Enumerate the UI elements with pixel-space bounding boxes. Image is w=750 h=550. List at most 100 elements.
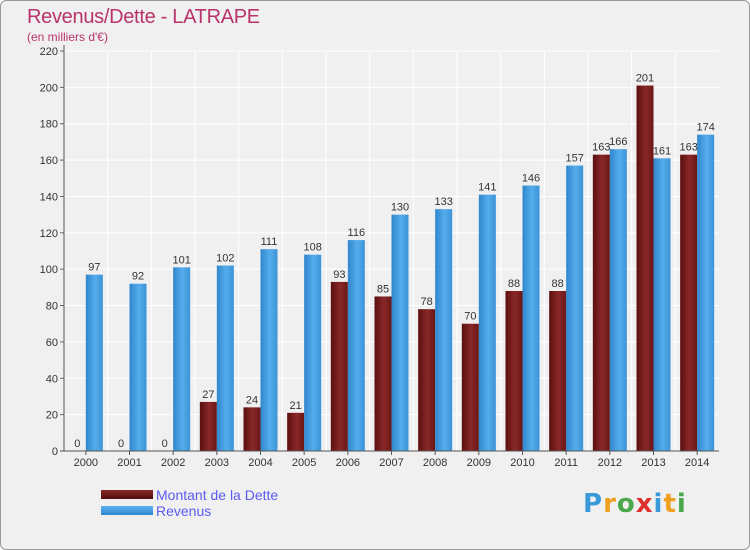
x-tick-label: 2003: [205, 457, 229, 469]
bar-revenus: [304, 254, 322, 451]
logo-letter: o: [616, 489, 636, 519]
data-label: 133: [434, 196, 452, 208]
y-tick-label: 160: [40, 155, 58, 167]
x-tick-label: 2009: [467, 457, 491, 469]
logo-letter: t: [663, 489, 677, 519]
chart-title: Revenus/Dette - LATRAPE: [27, 6, 260, 28]
data-label: 85: [377, 283, 389, 295]
bar-revenus: [435, 209, 453, 451]
y-tick-label: 80: [46, 301, 58, 313]
x-tick-label: 2011: [554, 457, 578, 469]
y-tick-label: 20: [46, 410, 58, 422]
legend-swatch-revenus: [101, 506, 153, 515]
bar-debt: [549, 291, 567, 451]
data-label: 0: [74, 438, 80, 450]
x-tick-label: 2001: [117, 457, 141, 469]
bar-revenus: [129, 283, 147, 451]
bar-debt: [461, 323, 479, 451]
x-tick-label: 2013: [641, 457, 665, 469]
data-label: 27: [202, 389, 214, 401]
data-label: 21: [290, 400, 302, 412]
data-label: 163: [592, 142, 610, 154]
bar-revenus: [697, 134, 715, 452]
bar-debt: [636, 85, 654, 451]
x-tick-label: 2000: [74, 457, 98, 469]
data-label: 111: [261, 236, 278, 248]
x-tick-label: 2010: [510, 457, 534, 469]
x-tick-label: 2012: [598, 457, 622, 469]
bar-revenus: [566, 165, 584, 451]
bar-debt: [374, 296, 392, 451]
bar-revenus: [391, 214, 409, 451]
bar-revenus: [85, 274, 103, 451]
bar-revenus: [216, 265, 234, 451]
data-label: 174: [696, 122, 714, 134]
y-tick-label: 200: [40, 82, 58, 94]
y-tick-label: 220: [40, 46, 58, 58]
axes: 0 20 40 60 80 100 120 140 160 180 200 220 2000 2001 20…: [40, 45, 719, 469]
data-label: 102: [216, 253, 234, 265]
bar-debt: [243, 407, 261, 451]
data-label: 108: [303, 242, 321, 254]
x-tick-label: 2008: [423, 457, 447, 469]
data-label: 88: [552, 278, 564, 290]
x-tick-label: 2014: [685, 457, 709, 469]
logo-letter: i: [676, 489, 687, 519]
x-tick-label: 2006: [336, 457, 360, 469]
logo-letter: x: [635, 489, 654, 519]
bar-revenus: [522, 185, 540, 451]
legend-swatch-debt: [101, 490, 153, 499]
x-tick-label: 2004: [248, 457, 272, 469]
x-tick-label: 2002: [161, 457, 185, 469]
data-label: 201: [636, 73, 654, 85]
x-tick-label: 2005: [292, 457, 316, 469]
bar-debt: [330, 281, 348, 451]
data-label: 163: [679, 142, 697, 154]
data-label: 92: [132, 271, 144, 283]
data-label: 88: [508, 278, 520, 290]
bar-revenus: [478, 194, 496, 452]
bar-debt: [418, 309, 436, 451]
chart-subtitle: (en milliers d'€): [27, 30, 108, 44]
data-label: 101: [172, 254, 190, 266]
logo-letter: r: [603, 489, 617, 519]
bar-debt: [505, 291, 523, 451]
logo-letter: P: [583, 489, 604, 519]
y-tick-label: 140: [40, 191, 58, 203]
bars: 0 97 0 92 0 101 27 102 24 111 21 108 93 116 85 130 78 133…: [74, 73, 715, 452]
y-tick-label: 60: [46, 337, 58, 349]
data-label: 130: [391, 202, 409, 214]
proxiti-logo: Proxiti: [583, 487, 687, 521]
bar-revenus: [260, 249, 278, 451]
y-tick-label: 180: [40, 119, 58, 131]
data-label: 78: [421, 296, 433, 308]
bar-debt: [592, 154, 610, 452]
legend-label-debt: Montant de la Dette: [156, 487, 279, 503]
data-label: 93: [333, 269, 345, 281]
y-tick-label: 0: [52, 446, 58, 458]
y-tick-label: 40: [46, 373, 58, 385]
y-tick-label: 120: [40, 228, 58, 240]
data-label: 166: [609, 136, 627, 148]
legend-label-revenus: Revenus: [156, 503, 212, 519]
data-label: 161: [653, 145, 671, 157]
bar-revenus: [653, 158, 671, 452]
bar-revenus: [347, 240, 365, 451]
bar-revenus: [609, 149, 627, 451]
logo-letter: i: [653, 489, 664, 519]
data-label: 0: [162, 438, 168, 450]
data-label: 24: [246, 394, 258, 406]
bar-revenus: [173, 267, 191, 451]
data-label: 0: [118, 438, 124, 450]
data-label: 116: [348, 227, 366, 239]
data-label: 97: [88, 262, 100, 274]
data-label: 146: [522, 173, 540, 185]
bar-debt: [680, 154, 698, 452]
data-label: 70: [464, 311, 476, 323]
y-tick-label: 100: [40, 264, 58, 276]
data-label: 157: [565, 153, 583, 165]
bar-debt: [287, 412, 305, 451]
x-tick-label: 2007: [379, 457, 403, 469]
